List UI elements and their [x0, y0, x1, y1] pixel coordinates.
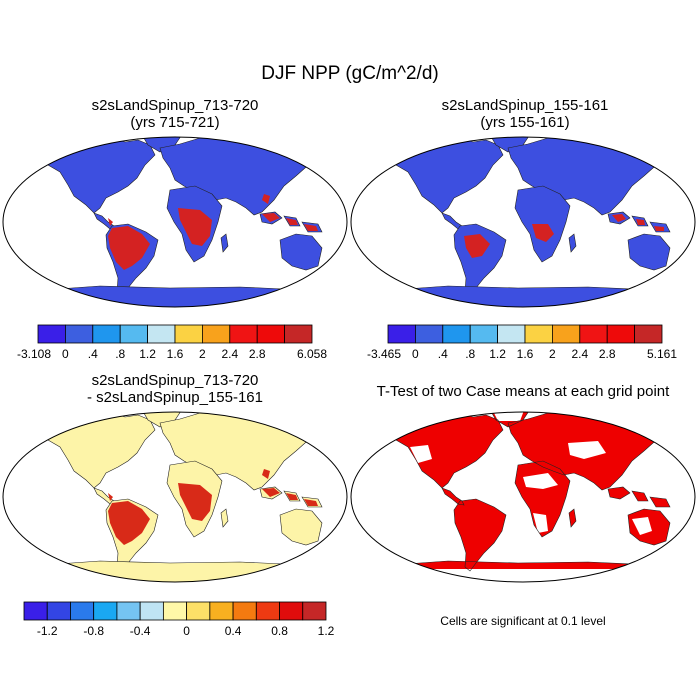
panel-3-title-line1: s2sLandSpinup_713-720 [91, 372, 259, 389]
colorbar-swatch [37, 324, 66, 344]
colorbar-tick-label: 0.8 [271, 624, 288, 638]
colorbar-tick-label: .4 [438, 347, 448, 361]
colorbar-swatch [255, 601, 280, 621]
colorbar-swatch [229, 324, 258, 344]
colorbar-swatch [116, 601, 141, 621]
colorbar-1: -3.108 0 .4 .8 1.2 1.6 2 2.4 2.8 6.058 [17, 324, 327, 361]
map-panel-1 [2, 136, 348, 308]
colorbar-3: -1.2 -0.8 -0.4 0 0.4 0.8 1.2 [23, 601, 335, 638]
colorbar-swatch [162, 601, 188, 621]
significance-note: Cells are significant at 0.1 level [440, 614, 606, 628]
colorbar-tick-label: -3.465 [367, 347, 401, 361]
colorbar-tick-label: 5.161 [647, 347, 677, 361]
colorbar-tick-label: 6.058 [297, 347, 327, 361]
colorbar-swatch [186, 601, 211, 621]
panel-1-title: s2sLandSpinup_713-720 (yrs 715-721) [10, 97, 340, 131]
panel-2-title-line2: (yrs 155-161) [480, 114, 570, 131]
colorbar-swatch [497, 324, 526, 344]
colorbar-tick-label: 1.2 [489, 347, 506, 361]
colorbar-tick-label: -1.2 [37, 624, 58, 638]
colorbar-swatch [119, 324, 148, 344]
colorbar-swatch [65, 324, 94, 344]
colorbar-2: -3.465 0 .4 .8 1.2 1.6 2 2.4 2.8 5.161 [367, 324, 677, 361]
colorbar-tick-label: 2 [199, 347, 206, 361]
colorbar-swatch [552, 324, 581, 344]
colorbar-swatch [70, 601, 95, 621]
colorbar-swatch [279, 601, 304, 621]
colorbar-swatch [634, 324, 663, 344]
panel-2-title-line1: s2sLandSpinup_155-161 [441, 97, 609, 114]
colorbar-swatch [93, 601, 118, 621]
colorbar-tick-label: 0 [412, 347, 419, 361]
colorbar-swatch [414, 324, 444, 344]
colorbar-swatch [46, 601, 71, 621]
colorbar-swatch [284, 324, 313, 344]
colorbar-swatch [524, 324, 553, 344]
map-panel-2 [350, 136, 696, 308]
colorbar-swatch [174, 324, 203, 344]
colorbar-tick-label: 1.6 [517, 347, 534, 361]
panel-2-title: s2sLandSpinup_155-161 (yrs 155-161) [360, 97, 690, 131]
colorbar-tick-label: .4 [88, 347, 98, 361]
colorbar-tick-label: 1.6 [167, 347, 184, 361]
colorbar-tick-label: 2 [549, 347, 556, 361]
panel-3-title-line2: - s2sLandSpinup_155-161 [87, 389, 263, 406]
colorbar-swatch [302, 601, 327, 621]
colorbar-tick-label: 1.2 [139, 347, 156, 361]
colorbar-swatch [92, 324, 121, 344]
panel-3-title: s2sLandSpinup_713-720 - s2sLandSpinup_15… [10, 372, 340, 406]
colorbar-tick-label: -0.8 [83, 624, 104, 638]
colorbar-swatch [442, 324, 471, 344]
colorbar-tick-label: 2.8 [599, 347, 616, 361]
colorbar-tick-label: .8 [115, 347, 125, 361]
colorbar-tick-label: 0.4 [225, 624, 242, 638]
colorbar-tick-label: 2.4 [571, 347, 588, 361]
colorbar-tick-label: 2.8 [249, 347, 266, 361]
colorbar-tick-label: -3.108 [17, 347, 51, 361]
figure-title: DJF NPP (gC/m^2/d) [261, 63, 439, 84]
colorbar-swatch [579, 324, 608, 344]
colorbar-tick-label: 2.4 [221, 347, 238, 361]
panel-4-title: T-Test of two Case means at each grid po… [376, 383, 670, 400]
colorbar-swatch [23, 601, 48, 621]
colorbar-tick-label: 0 [183, 624, 190, 638]
map-panel-4 [350, 411, 696, 583]
colorbar-swatch [209, 601, 234, 621]
colorbar-tick-label: 0 [62, 347, 69, 361]
colorbar-swatch [232, 601, 257, 621]
colorbar-tick-label: .8 [465, 347, 475, 361]
colorbar-swatch [201, 324, 231, 344]
colorbar-swatch [387, 324, 416, 344]
colorbar-tick-label: 1.2 [318, 624, 335, 638]
map-panel-3 [2, 411, 348, 583]
panel-1-title-line1: s2sLandSpinup_713-720 [91, 97, 259, 114]
colorbar-swatch [256, 324, 286, 344]
colorbar-swatch [469, 324, 499, 344]
colorbar-swatch [147, 324, 176, 344]
colorbar-swatch [139, 601, 164, 621]
colorbar-tick-label: -0.4 [130, 624, 151, 638]
colorbar-swatch [606, 324, 636, 344]
panel-1-title-line2: (yrs 715-721) [130, 114, 220, 131]
